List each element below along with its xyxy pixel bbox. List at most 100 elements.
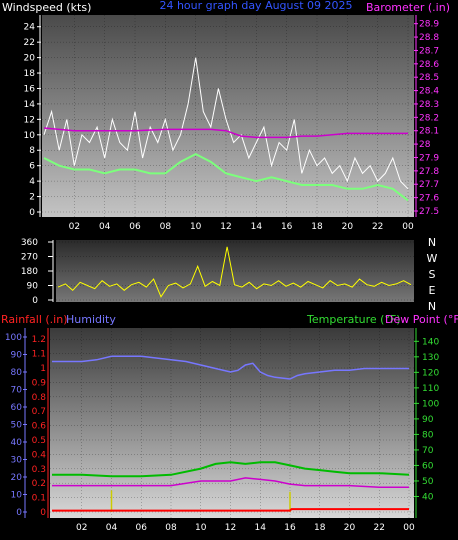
direction-y-tick-label: 0 xyxy=(32,296,38,306)
barometer-tick-label: 27.9 xyxy=(419,153,439,163)
barometer-tick-label: 28.9 xyxy=(419,20,439,30)
climate-x-tick-label: 12 xyxy=(225,523,236,533)
wind-y-tick-label: 18 xyxy=(24,69,36,79)
rainfall-tick-label: 0 xyxy=(40,508,46,518)
temperature-tick-label: 110 xyxy=(422,384,439,394)
climate-panel-grid xyxy=(50,328,414,518)
barometer-tick-label: 28.8 xyxy=(419,33,439,43)
wind-x-tick-label: 02 xyxy=(69,222,80,232)
barometer-tick-label: 27.8 xyxy=(419,167,439,177)
climate-x-tick-label: 10 xyxy=(195,523,207,533)
humidity-tick-label: 60 xyxy=(11,403,23,413)
climate-x-tick-label: 22 xyxy=(374,523,385,533)
barometer-tick-label: 27.5 xyxy=(419,207,439,217)
wind-y-tick-label: 8 xyxy=(29,146,35,156)
humidity-tick-label: 40 xyxy=(11,438,23,448)
climate-x-tick-label: 06 xyxy=(136,523,148,533)
humidity-tick-label: 10 xyxy=(11,491,23,501)
rainfall-tick-label: 1 xyxy=(40,364,46,374)
temperature-tick-label: 40 xyxy=(422,492,434,502)
wind-y-tick-label: 16 xyxy=(24,84,36,94)
barometer-tick-label: 28.1 xyxy=(419,127,439,137)
humidity-axis-title: Humidity xyxy=(66,313,116,326)
humidity-tick-label: 70 xyxy=(11,386,23,396)
humidity-tick-label: 100 xyxy=(5,333,22,343)
rainfall-tick-label: 0.4 xyxy=(32,450,47,460)
wind-x-tick-label: 20 xyxy=(342,222,354,232)
climate-panel-series xyxy=(52,355,410,512)
wind-x-tick-label: 16 xyxy=(281,222,293,232)
wind-y-tick-label: 12 xyxy=(24,115,35,125)
rainfall-tick-label: 0.2 xyxy=(32,479,46,489)
rainfall-tick-label: 1.2 xyxy=(32,335,46,345)
temperature-tick-label: 130 xyxy=(422,353,439,363)
compass-label: E xyxy=(429,284,436,297)
wind-panel-ticks: 02 04 06 08 10 12 14 16 18 20 22 000246810121416182… xyxy=(24,15,439,232)
compass-label: W xyxy=(427,252,438,265)
humidity-tick-label: 90 xyxy=(11,351,23,361)
barometer-tick-label: 28 xyxy=(419,140,431,150)
wind-y-tick-label: 2 xyxy=(29,193,35,203)
wind-panel-grid xyxy=(42,15,414,217)
temperature-tick-label: 70 xyxy=(422,446,434,456)
compass-label: N xyxy=(428,300,436,313)
wind-panel-background xyxy=(42,15,414,217)
direction-y-tick-label: 270 xyxy=(21,253,38,263)
barometer-axis-title: Barometer (.in) xyxy=(366,1,450,14)
barometer-tick-label: 28.7 xyxy=(419,46,439,56)
climate-x-tick-label: 02 xyxy=(76,523,87,533)
wind-y-tick-label: 24 xyxy=(24,23,36,33)
temperature-tick-label: 140 xyxy=(422,337,439,347)
wind-x-tick-label: 18 xyxy=(311,222,323,232)
climate-x-tick-label: 00 xyxy=(403,523,415,533)
temperature-tick-label: 120 xyxy=(422,368,439,378)
climate-x-tick-label: 14 xyxy=(255,523,267,533)
temperature-axis-title: Temperature (°F) xyxy=(306,313,401,326)
wind-x-tick-label: 22 xyxy=(372,222,383,232)
wind-y-tick-label: 10 xyxy=(24,131,36,141)
windspeed-line xyxy=(43,57,409,190)
humidity-tick-label: 80 xyxy=(11,368,23,378)
rainfall-tick-label: 0.6 xyxy=(32,422,47,432)
wind-x-tick-label: 08 xyxy=(160,222,172,232)
rainfall-tick-label: 0.9 xyxy=(32,378,47,388)
direction-y-tick-label: 90 xyxy=(27,282,39,292)
climate-x-tick-label: 20 xyxy=(344,523,356,533)
rainfall-tick-label: 0.3 xyxy=(32,465,46,475)
dew-point-axis-title: Dew Point (°F) xyxy=(385,313,458,326)
climate-panel-ticks: 02 04 06 08 10 12 14 16 18 20 22 0000.10.20.30.40.5… xyxy=(5,328,439,533)
rainfall-axis-title: Rainfall (.in) xyxy=(1,313,68,326)
climate-x-tick-label: 08 xyxy=(165,523,177,533)
temperature-tick-label: 60 xyxy=(422,461,434,471)
wind-y-tick-label: 0 xyxy=(29,208,35,218)
direction-panel-ticks: 0 90 180 270 360 xyxy=(21,238,54,306)
wind-y-tick-label: 14 xyxy=(24,100,36,110)
compass-label: S xyxy=(429,268,436,281)
wind-panel-series xyxy=(43,57,409,202)
barometer-tick-label: 28.4 xyxy=(419,87,439,97)
dew-point-line xyxy=(52,477,409,488)
direction-y-tick-label: 180 xyxy=(21,267,38,277)
climate-panel-background xyxy=(50,328,414,518)
rainfall-tick-label: 0.1 xyxy=(32,494,46,504)
direction-panel-series xyxy=(57,246,412,298)
climate-x-tick-label: 18 xyxy=(314,523,326,533)
barometer-tick-label: 27.7 xyxy=(419,180,439,190)
graph-title: 24 hour graph day August 09 2025 xyxy=(159,0,352,12)
rainfall-tick-label: 0.7 xyxy=(32,407,46,417)
temperature-line xyxy=(52,461,410,478)
wind-x-tick-label: 10 xyxy=(190,222,202,232)
climate-x-tick-label: 16 xyxy=(284,523,296,533)
wind-y-tick-label: 22 xyxy=(24,38,35,48)
wind-x-tick-label: 04 xyxy=(99,222,111,232)
humidity-line xyxy=(52,355,409,380)
temperature-tick-label: 50 xyxy=(422,477,434,487)
humidity-tick-label: 30 xyxy=(11,456,23,466)
compass-label: N xyxy=(428,236,436,249)
wind-x-tick-label: 14 xyxy=(251,222,263,232)
barometer-tick-label: 28.5 xyxy=(419,73,439,83)
wind-direction-line xyxy=(57,246,412,298)
humidity-tick-label: 20 xyxy=(11,473,23,483)
windspeed-axis-title: Windspeed (kts) xyxy=(2,1,91,14)
